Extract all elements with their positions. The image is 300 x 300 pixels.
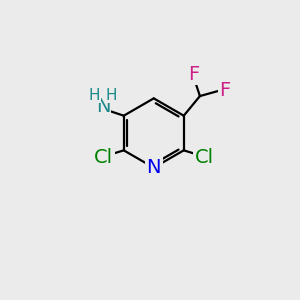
Text: H: H <box>106 88 118 103</box>
Text: Cl: Cl <box>94 148 113 167</box>
Text: N: N <box>96 97 110 116</box>
Text: H: H <box>88 88 100 103</box>
Text: F: F <box>219 81 230 100</box>
Text: N: N <box>146 158 161 177</box>
Text: F: F <box>188 65 200 84</box>
Text: Cl: Cl <box>194 148 214 167</box>
